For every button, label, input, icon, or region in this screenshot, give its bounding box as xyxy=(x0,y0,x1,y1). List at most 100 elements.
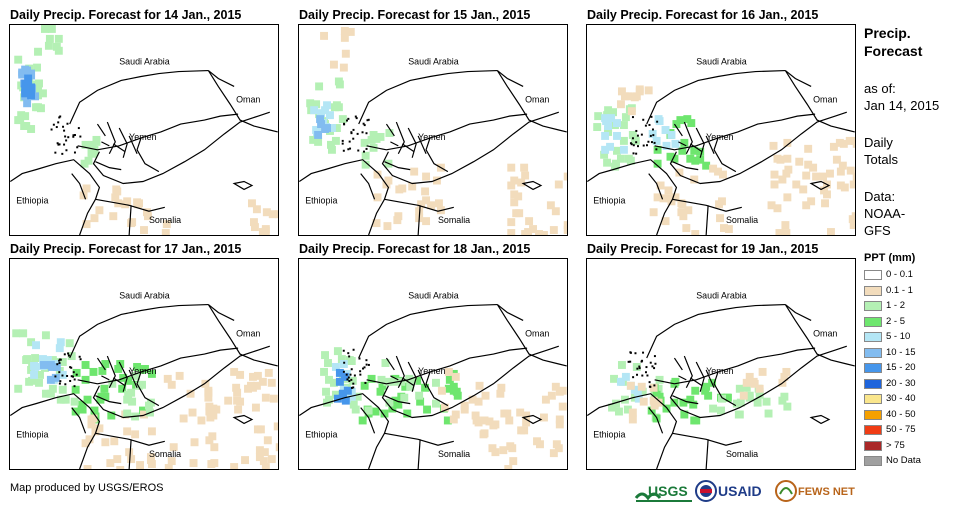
precip-cell xyxy=(83,395,92,404)
boundary-line xyxy=(417,439,421,469)
precip-cell xyxy=(81,140,90,149)
precip-cell xyxy=(267,378,276,387)
precip-cell xyxy=(415,391,424,400)
coastal-island xyxy=(342,149,345,152)
precip-cell xyxy=(690,175,699,184)
coastal-island xyxy=(349,373,352,376)
coastal-island xyxy=(58,371,61,374)
coastal-island xyxy=(656,120,659,123)
precip-cell xyxy=(262,208,271,217)
as-of-date: as of: Jan 14, 2015 xyxy=(864,80,939,114)
precip-cell xyxy=(54,34,63,43)
precip-cell xyxy=(449,415,458,424)
precip-cell xyxy=(372,219,381,228)
socotra-island xyxy=(809,414,831,425)
coastal-island xyxy=(72,134,75,137)
precip-cell xyxy=(164,464,173,469)
coastal-island xyxy=(62,125,65,128)
precip-cell xyxy=(678,146,687,155)
precip-cell xyxy=(485,417,494,426)
precip-cell xyxy=(107,411,116,420)
precip-cell xyxy=(346,27,355,36)
precip-cell xyxy=(696,155,705,164)
coastal-island xyxy=(69,366,72,369)
precip-cell xyxy=(113,455,122,464)
precip-cell xyxy=(440,403,449,412)
precip-cell xyxy=(317,109,326,118)
coastal-island xyxy=(73,378,76,381)
coastal-island xyxy=(646,374,649,377)
coastal-island xyxy=(651,128,654,131)
precip-cell xyxy=(385,129,394,137)
boundary-line xyxy=(299,159,390,235)
precip-cell xyxy=(47,25,56,33)
precip-cell xyxy=(384,176,393,185)
precip-cell xyxy=(522,411,531,420)
coastal-island xyxy=(632,376,635,379)
coastal-island xyxy=(367,363,370,366)
precip-cell xyxy=(334,103,343,112)
coastal-island xyxy=(63,143,66,146)
precip-cell xyxy=(735,384,744,393)
precip-cell xyxy=(230,463,239,469)
precip-cell xyxy=(649,208,658,217)
precip-cell xyxy=(524,228,533,235)
precip-cell xyxy=(128,218,137,227)
precip-cell xyxy=(381,359,390,367)
precip-cell xyxy=(619,121,628,130)
precip-cell xyxy=(686,154,695,163)
boundary-line xyxy=(417,205,421,235)
precip-cell xyxy=(617,87,626,96)
map-label-somalia: Somalia xyxy=(149,449,181,459)
precip-cell xyxy=(628,415,637,424)
precip-cell xyxy=(839,139,848,148)
daily-line2: Totals xyxy=(864,152,898,167)
precip-cell xyxy=(491,448,500,457)
precip-cell xyxy=(400,393,409,402)
precip-cell xyxy=(21,112,30,121)
precip-cell xyxy=(848,215,855,224)
coastal-island xyxy=(66,122,69,125)
precip-cell xyxy=(802,201,811,210)
map-label-somalia: Somalia xyxy=(149,215,181,225)
precip-cell xyxy=(383,377,392,386)
precip-cell xyxy=(780,392,789,401)
coastal-island xyxy=(67,354,70,357)
boundary-line xyxy=(425,371,449,407)
coastal-island xyxy=(632,144,635,147)
coastal-island xyxy=(72,371,75,374)
coastal-island xyxy=(635,129,638,132)
coastal-island xyxy=(653,384,656,387)
precip-cell xyxy=(21,89,30,98)
precip-cell xyxy=(167,380,176,389)
precip-cell xyxy=(124,390,133,399)
coastal-island xyxy=(630,143,633,146)
legend-label: 0 - 0.1 xyxy=(886,269,913,280)
coastal-island xyxy=(56,363,59,366)
coastal-island xyxy=(365,132,368,135)
coastal-island xyxy=(64,135,67,138)
map-label-oman: Oman xyxy=(525,94,549,104)
boundary-line xyxy=(69,303,209,359)
precip-cell xyxy=(804,144,813,153)
precip-cell xyxy=(607,114,616,123)
precip-cell xyxy=(704,391,713,400)
precip-cell xyxy=(480,416,489,425)
precip-cell xyxy=(799,185,808,194)
usaid-logo: USAID xyxy=(695,480,762,502)
precip-cell xyxy=(652,390,661,399)
coastal-island xyxy=(650,115,653,118)
panel-title-6: Daily Precip. Forecast for 19 Jan., 2015 xyxy=(587,242,819,256)
precip-cell xyxy=(520,163,529,172)
boundary-line xyxy=(92,345,270,419)
precip-cell xyxy=(341,49,350,58)
precip-cell xyxy=(45,34,54,43)
coastal-island xyxy=(645,366,648,369)
precip-cell xyxy=(337,355,346,364)
precip-cell xyxy=(92,137,101,146)
precip-cell xyxy=(90,406,99,415)
precip-cell xyxy=(434,199,443,208)
coastal-island xyxy=(341,142,344,145)
coastal-island xyxy=(79,358,82,361)
forecast-map-4: Saudi Arabia Oman Yemen Ethiopia Somalia xyxy=(9,258,279,470)
